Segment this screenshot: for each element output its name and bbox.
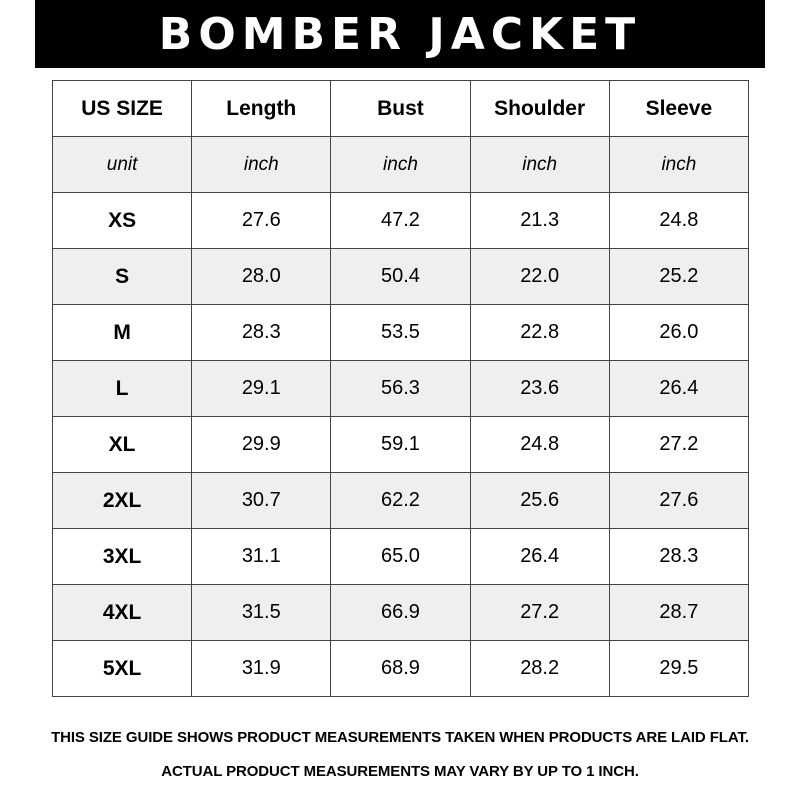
footer-text: ACTUAL PRODUCT MEASUREMENTS MAY VARY BY … (161, 763, 639, 780)
footer-note-2: ACTUAL PRODUCT MEASUREMENTS MAY VARY BY … (40, 762, 760, 782)
size-cell: 4XL (51, 584, 193, 641)
unit-cell: inch (191, 136, 332, 193)
measurement-cell: 62.2 (330, 472, 471, 529)
measurement-cell: 31.9 (191, 640, 332, 697)
measurement-cell: 25.6 (469, 472, 610, 529)
unit-cell: unit (51, 136, 193, 193)
size-cell: S (51, 248, 193, 305)
unit-cell: inch (608, 136, 750, 193)
unit-row: unit inch inch inch inch (51, 136, 750, 193)
measurement-cell: 28.0 (191, 248, 332, 305)
table-row: M 28.3 53.5 22.8 26.0 (51, 304, 750, 361)
measurement-cell: 24.8 (608, 192, 750, 249)
measurement-cell: 47.2 (330, 192, 471, 249)
measurement-cell: 21.3 (469, 192, 610, 249)
title-banner: BOMBER JACKET (35, 0, 765, 68)
header-row: US SIZE Length Bust Shoulder Sleeve (51, 80, 750, 137)
measurement-cell: 27.2 (469, 584, 610, 641)
size-cell: XS (51, 192, 193, 249)
table-row: S 28.0 50.4 22.0 25.2 (51, 248, 750, 305)
footer-text: THIS SIZE GUIDE SHOWS PRODUCT MEASUREMEN… (51, 729, 749, 746)
size-cell: L (51, 360, 193, 417)
header-cell: US SIZE (51, 80, 193, 137)
measurement-cell: 31.1 (191, 528, 332, 585)
measurement-cell: 22.0 (469, 248, 610, 305)
page-title: BOMBER JACKET (158, 8, 642, 60)
measurement-cell: 65.0 (330, 528, 471, 585)
measurement-cell: 26.0 (608, 304, 750, 361)
measurement-cell: 68.9 (330, 640, 471, 697)
unit-cell: inch (469, 136, 610, 193)
table-row: L 29.1 56.3 23.6 26.4 (51, 360, 750, 417)
footer-note-1: THIS SIZE GUIDE SHOWS PRODUCT MEASUREMEN… (40, 728, 760, 748)
size-table: US SIZE Length Bust Shoulder Sleeve unit… (51, 80, 750, 697)
measurement-cell: 28.7 (608, 584, 750, 641)
table-row: 2XL 30.7 62.2 25.6 27.6 (51, 472, 750, 529)
table-row: XL 29.9 59.1 24.8 27.2 (51, 416, 750, 473)
measurement-cell: 26.4 (608, 360, 750, 417)
measurement-cell: 56.3 (330, 360, 471, 417)
measurement-cell: 31.5 (191, 584, 332, 641)
measurement-cell: 27.6 (191, 192, 332, 249)
header-cell: Sleeve (608, 80, 750, 137)
unit-cell: inch (330, 136, 471, 193)
measurement-cell: 28.3 (191, 304, 332, 361)
measurement-cell: 27.6 (608, 472, 750, 529)
measurement-cell: 50.4 (330, 248, 471, 305)
measurement-cell: 27.2 (608, 416, 750, 473)
measurement-cell: 29.5 (608, 640, 750, 697)
measurement-cell: 66.9 (330, 584, 471, 641)
measurement-cell: 59.1 (330, 416, 471, 473)
measurement-cell: 28.2 (469, 640, 610, 697)
size-cell: 3XL (51, 528, 193, 585)
measurement-cell: 25.2 (608, 248, 750, 305)
table-row: 4XL 31.5 66.9 27.2 28.7 (51, 584, 750, 641)
measurement-cell: 26.4 (469, 528, 610, 585)
table-row: 3XL 31.1 65.0 26.4 28.3 (51, 528, 750, 585)
measurement-cell: 22.8 (469, 304, 610, 361)
table-row: 5XL 31.9 68.9 28.2 29.5 (51, 640, 750, 697)
size-cell: M (51, 304, 193, 361)
table-row: XS 27.6 47.2 21.3 24.8 (51, 192, 750, 249)
measurement-cell: 53.5 (330, 304, 471, 361)
measurement-cell: 23.6 (469, 360, 610, 417)
measurement-cell: 24.8 (469, 416, 610, 473)
size-cell: 5XL (51, 640, 193, 697)
measurement-cell: 30.7 (191, 472, 332, 529)
size-cell: XL (51, 416, 193, 473)
measurement-cell: 29.9 (191, 416, 332, 473)
header-cell: Shoulder (469, 80, 610, 137)
size-cell: 2XL (51, 472, 193, 529)
header-cell: Bust (330, 80, 471, 137)
measurement-cell: 28.3 (608, 528, 750, 585)
header-cell: Length (191, 80, 332, 137)
measurement-cell: 29.1 (191, 360, 332, 417)
